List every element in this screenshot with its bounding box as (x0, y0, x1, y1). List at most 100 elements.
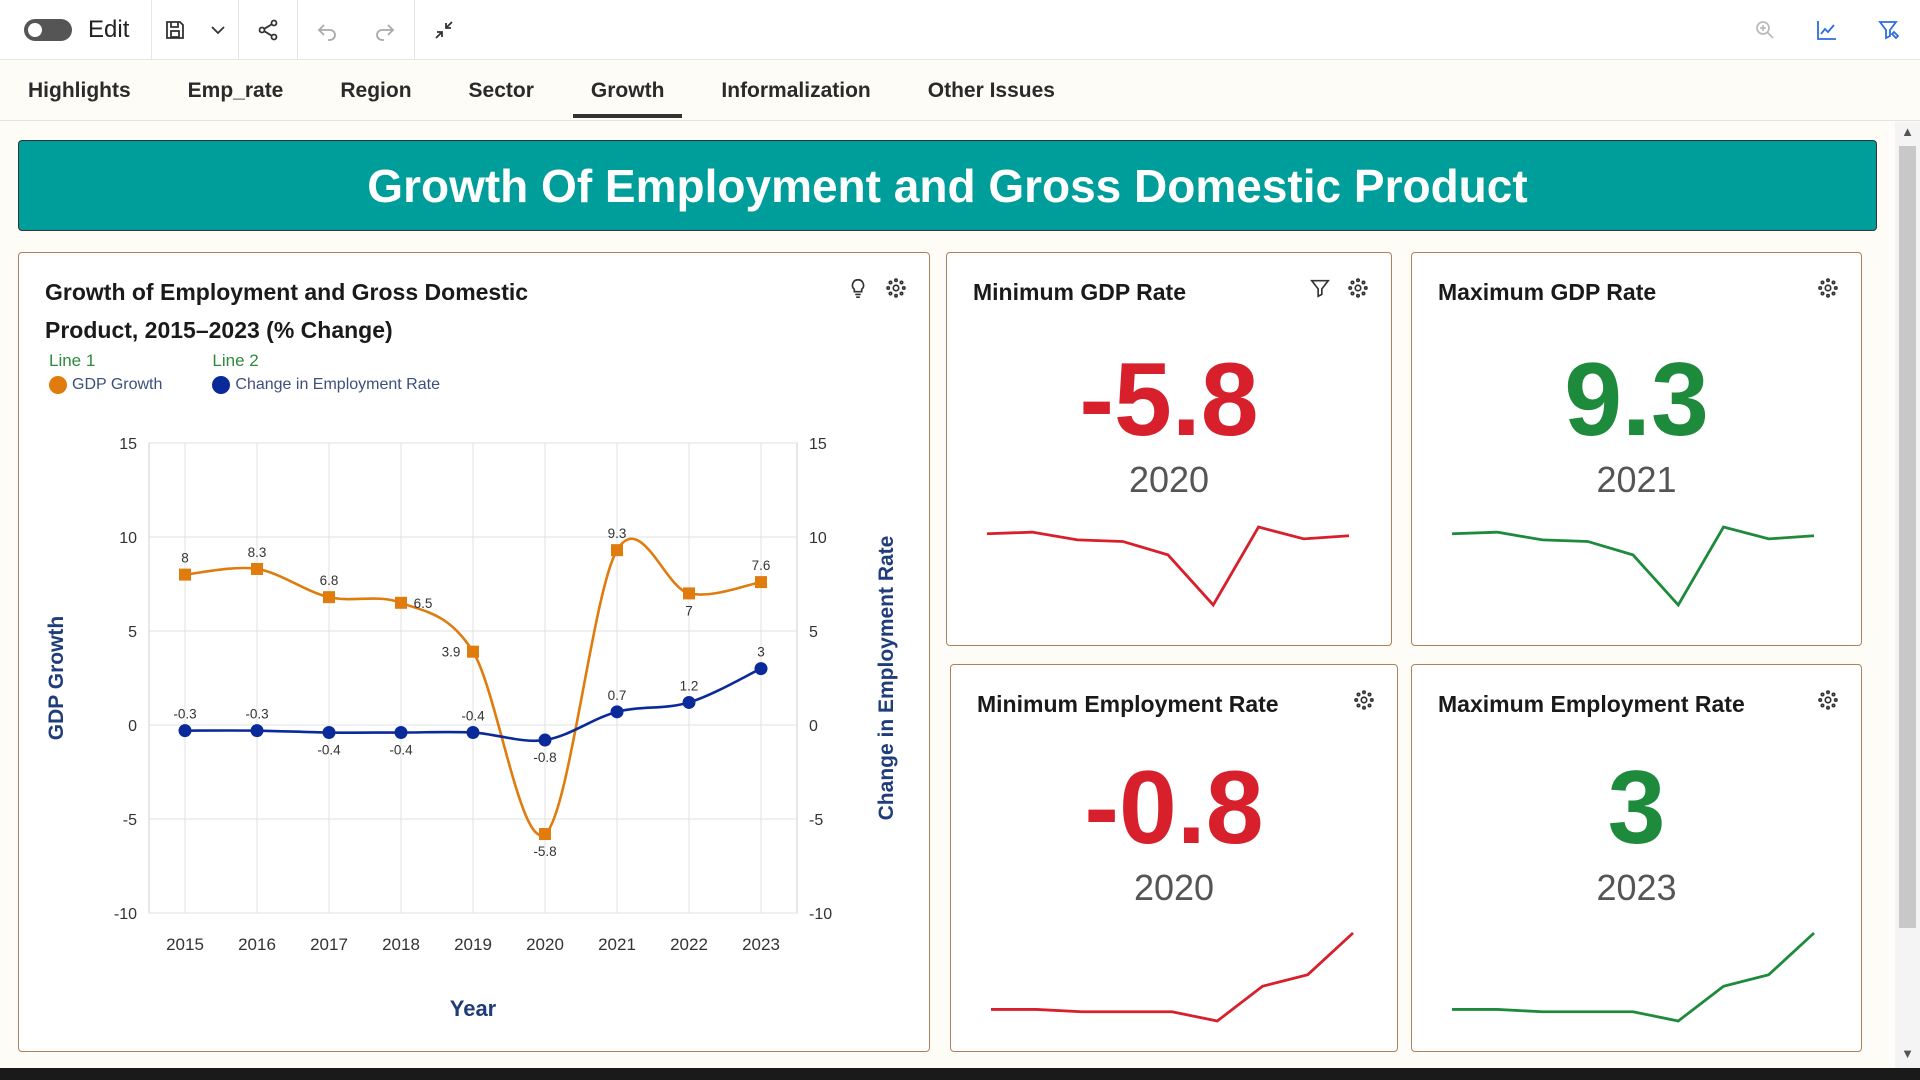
kpi-title-min-employment: Minimum Employment Rate (977, 691, 1279, 717)
edit-toggle[interactable] (24, 18, 72, 41)
tab-highlights[interactable]: Highlights (28, 78, 131, 102)
x-tick-label: 2021 (598, 935, 636, 954)
settings-icon[interactable] (1353, 689, 1375, 711)
kpi-card-max-gdp[interactable]: Maximum GDP Rate 9.3 2021 (1411, 252, 1862, 646)
data-label-gdp: -5.8 (533, 844, 556, 859)
kpi-title-max-gdp: Maximum GDP Rate (1438, 279, 1657, 305)
kpi-card-max-employment[interactable]: Maximum Employment Rate 3 2023 (1411, 664, 1862, 1052)
kpi-value-min-gdp: -5.8 (1079, 342, 1259, 458)
tab-sector[interactable]: Sector (468, 78, 534, 102)
kpi-year-min-employment: 2020 (1133, 867, 1215, 908)
x-tick-label: 2022 (670, 935, 708, 954)
growth-chart-card[interactable]: Growth of Employment and Gross Domestic … (18, 252, 930, 1052)
chart-line-icon[interactable] (1796, 0, 1858, 60)
page-title: Growth Of Employment and Gross Domestic … (367, 159, 1528, 212)
line-chart[interactable]: -10 -10 -5 -5 0 0 5 5 10 10 15 15 2015 2016 2017 2018 20… (19, 253, 931, 1053)
chart-card-title: Growth of Employment and Gross Domestic … (45, 273, 528, 349)
settings-icon[interactable] (1347, 277, 1369, 299)
x-tick-label: 2023 (742, 935, 780, 954)
y-tick-label: 10 (119, 530, 137, 547)
data-label-employment: -0.4 (461, 709, 485, 724)
redo-icon[interactable] (356, 0, 414, 60)
save-icon[interactable] (152, 0, 198, 60)
data-point-employment (682, 695, 696, 709)
data-point-gdp (251, 562, 263, 575)
collapse-icon[interactable] (415, 0, 473, 60)
tab-informalization[interactable]: Informalization (721, 78, 871, 102)
kpi-year-max-gdp: 2021 (1596, 459, 1677, 500)
data-label-employment: 1.2 (680, 678, 699, 693)
data-label-employment: 0.7 (608, 688, 627, 703)
sparkline-min-employment (991, 931, 1354, 1023)
tab-region[interactable]: Region (340, 78, 412, 102)
chart-title-line2: Product, 2015–2023 (% Change) (45, 317, 393, 343)
kpi-icons-min-employment (1353, 689, 1375, 711)
zoom-icon[interactable] (1734, 0, 1796, 60)
sparkline-min-gdp (986, 525, 1350, 608)
legend-swatch-employment (212, 376, 231, 394)
kpi-icons-min-gdp (1309, 277, 1369, 299)
kpi-year-min-gdp: 2020 (1128, 459, 1210, 500)
chart-legend: Line 1 GDP Growth Line 2 Change in Emplo… (49, 351, 440, 394)
lightbulb-icon[interactable] (847, 277, 869, 299)
data-point-gdp (467, 645, 479, 658)
settings-icon[interactable] (1817, 277, 1839, 299)
chart-title-line1: Growth of Employment and Gross Domestic (45, 279, 529, 305)
x-tick-label: 2020 (526, 935, 564, 954)
edit-group: Edit (0, 0, 153, 60)
x-tick-label: 2018 (382, 935, 420, 954)
data-point-gdp (539, 828, 551, 841)
data-label-employment: 3 (757, 645, 765, 660)
kpi-title-max-employment: Maximum Employment Rate (1438, 691, 1745, 717)
data-label-gdp: 7 (685, 603, 693, 618)
legend-item-employment[interactable]: Line 2 Change in Employment Rate (212, 351, 440, 394)
legend-label-employment: Change in Employment Rate (235, 376, 440, 393)
edit-label: Edit (88, 15, 130, 43)
data-label-gdp: 8 (181, 551, 189, 566)
kpi-title-min-gdp: Minimum GDP Rate (973, 279, 1186, 305)
x-tick-label: 2016 (238, 935, 276, 954)
data-label-employment: -0.3 (173, 707, 196, 722)
data-label-gdp: 8.3 (248, 545, 267, 560)
data-point-gdp (611, 544, 623, 557)
y2-tick-label: 10 (809, 530, 827, 547)
toolbar-right (1734, 0, 1920, 60)
tab-other-issues[interactable]: Other Issues (927, 78, 1055, 102)
scroll-down-icon[interactable]: ▼ (1901, 1046, 1914, 1061)
y-tick-label: 15 (119, 436, 137, 453)
x-tick-label: 2019 (454, 935, 492, 954)
data-label-gdp: 6.5 (414, 596, 433, 611)
legend-swatch-gdp (49, 376, 67, 394)
data-point-employment (754, 662, 768, 676)
y-tick-label: -10 (114, 906, 137, 923)
kpi-card-min-employment[interactable]: Minimum Employment Rate -0.8 2020 (950, 664, 1398, 1052)
share-group (239, 0, 299, 60)
share-icon[interactable] (239, 0, 297, 60)
sparkline-max-employment (1452, 931, 1815, 1023)
data-point-employment (466, 726, 480, 740)
y2-tick-label: -5 (809, 812, 823, 829)
filter-icon[interactable] (1309, 277, 1331, 299)
scroll-up-icon[interactable]: ▲ (1901, 124, 1914, 139)
y-tick-label: 5 (128, 624, 137, 641)
legend-item-gdp[interactable]: Line 1 GDP Growth (49, 351, 162, 394)
history-group (298, 0, 416, 60)
y-axis-title: GDP Growth (45, 616, 68, 740)
chevron-down-icon[interactable] (198, 0, 238, 60)
filter-edit-icon[interactable] (1858, 0, 1920, 60)
legend-label-gdp: GDP Growth (72, 376, 163, 393)
undo-icon[interactable] (298, 0, 356, 60)
data-label-employment: -0.3 (245, 707, 268, 722)
settings-icon[interactable] (1817, 689, 1839, 711)
data-point-employment (322, 726, 336, 740)
bottom-bar (0, 1068, 1920, 1080)
toolbar: Edit (0, 0, 1920, 60)
tab-emp-rate[interactable]: Emp_rate (187, 78, 284, 102)
scrollbar-thumb[interactable] (1899, 146, 1916, 928)
x-tick-label: 2017 (310, 935, 348, 954)
kpi-card-min-gdp[interactable]: Minimum GDP Rate -5.8 2020 (946, 252, 1392, 646)
settings-icon[interactable] (885, 277, 907, 299)
data-point-gdp (179, 568, 191, 581)
data-point-employment (178, 724, 192, 738)
tab-growth[interactable]: Growth (572, 61, 683, 121)
